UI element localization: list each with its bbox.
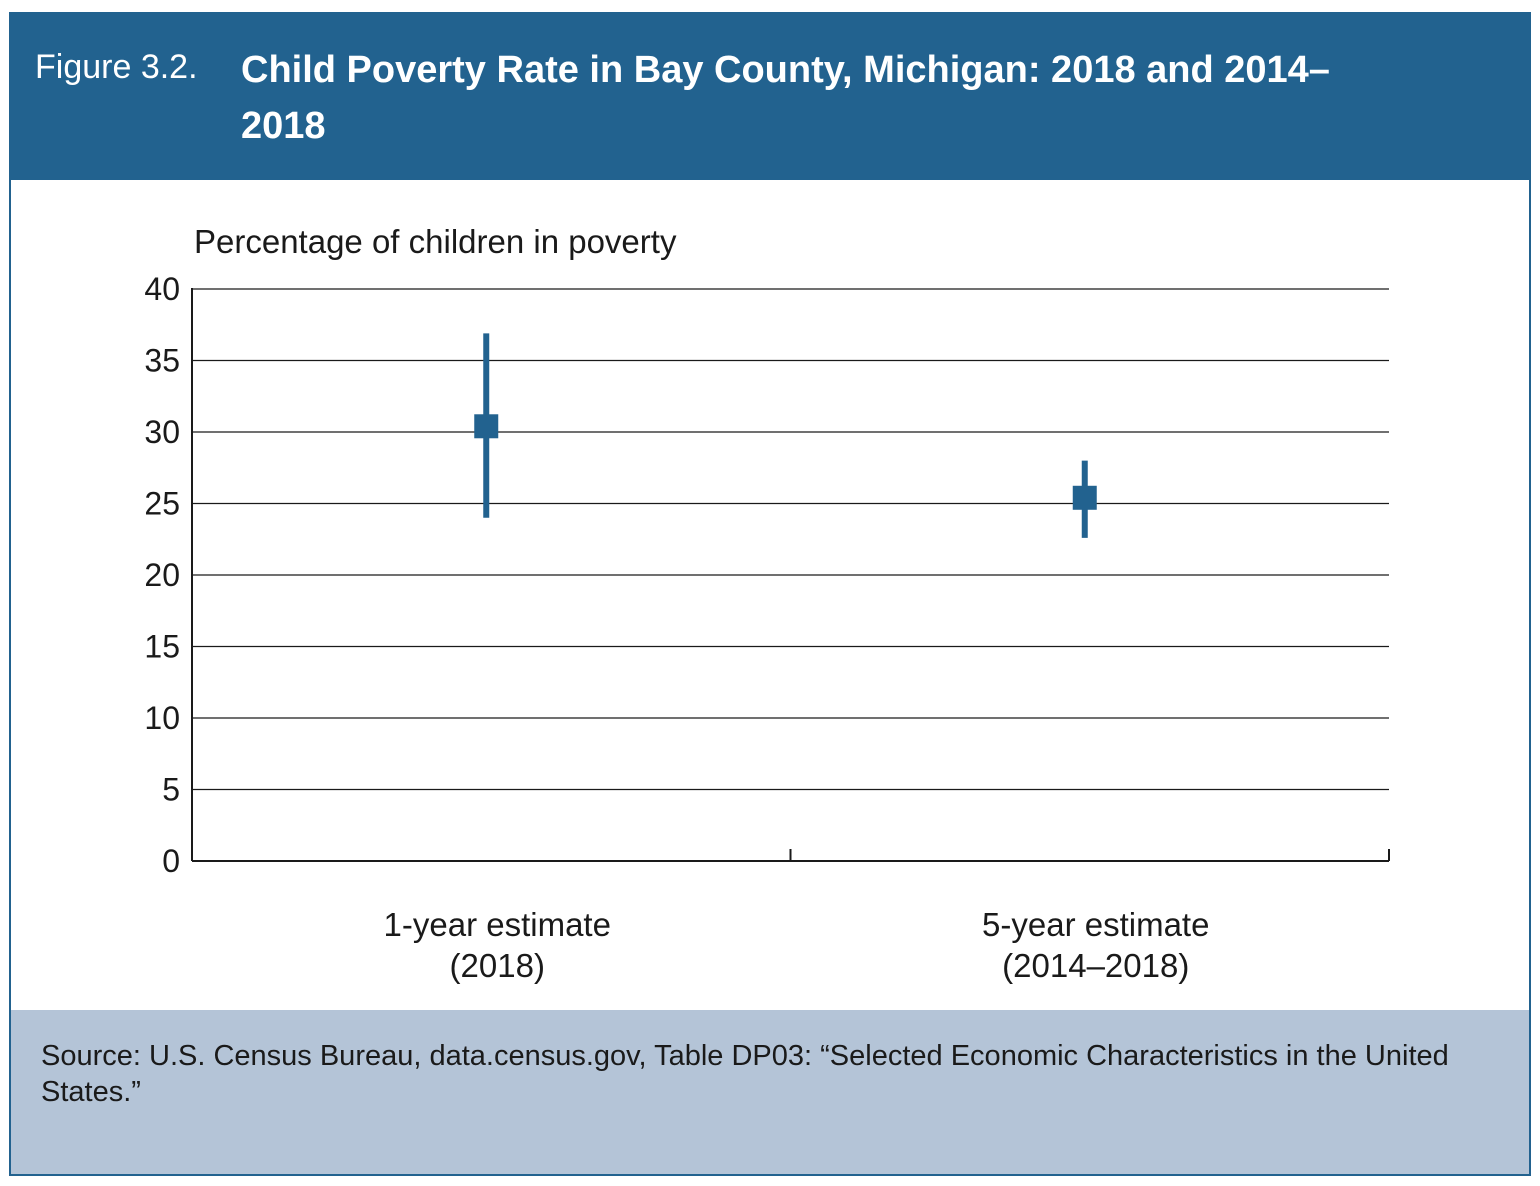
x-category-labels: 1-year estimate (2018) 5-year estimate (201… <box>384 906 1210 984</box>
x-category-label-1-line1: 1-year estimate <box>384 906 611 943</box>
x-category-label-2-line2: (2014–2018) <box>1002 947 1189 984</box>
x-category-label-2-line1: 5-year estimate <box>982 906 1209 943</box>
x-category-label-1-line2: (2018) <box>450 947 545 984</box>
estimate-marker-1 <box>474 414 499 439</box>
figure-frame: Figure 3.2. Child Poverty Rate in Bay Co… <box>9 12 1531 1176</box>
figure-header: Figure 3.2. Child Poverty Rate in Bay Co… <box>11 14 1529 180</box>
source-footer: Source: U.S. Census Bureau, data.census.… <box>11 1010 1529 1174</box>
y-tick-label-35: 35 <box>144 343 180 379</box>
y-tick-label-20: 20 <box>144 557 180 593</box>
y-tick-label-30: 30 <box>144 414 180 450</box>
estimate-marker-2 <box>1072 485 1097 510</box>
y-tick-label-40: 40 <box>144 271 180 307</box>
data-marks <box>474 333 1097 538</box>
y-tick-label-25: 25 <box>144 486 180 522</box>
y-axis-title: Percentage of children in poverty <box>194 223 677 260</box>
y-tick-label-5: 5 <box>162 772 180 808</box>
figure-title: Child Poverty Rate in Bay County, Michig… <box>241 49 1330 147</box>
y-tick-label-10: 10 <box>144 700 180 736</box>
poverty-errorbar-chart: Percentage of children in poverty 0 5 10 15… <box>144 223 1390 984</box>
figure-number: Figure 3.2. <box>35 48 198 86</box>
axes <box>191 288 1390 862</box>
y-tick-label-0: 0 <box>162 843 180 879</box>
y-tick-label-15: 15 <box>144 629 180 665</box>
source-note: Source: U.S. Census Bureau, data.census.… <box>41 1040 1449 1108</box>
chart-area: Percentage of children in poverty 0 5 10 15… <box>11 180 1529 1008</box>
gridlines <box>192 288 1389 791</box>
y-tick-labels: 0 5 10 15 20 25 30 35 40 <box>144 271 180 879</box>
